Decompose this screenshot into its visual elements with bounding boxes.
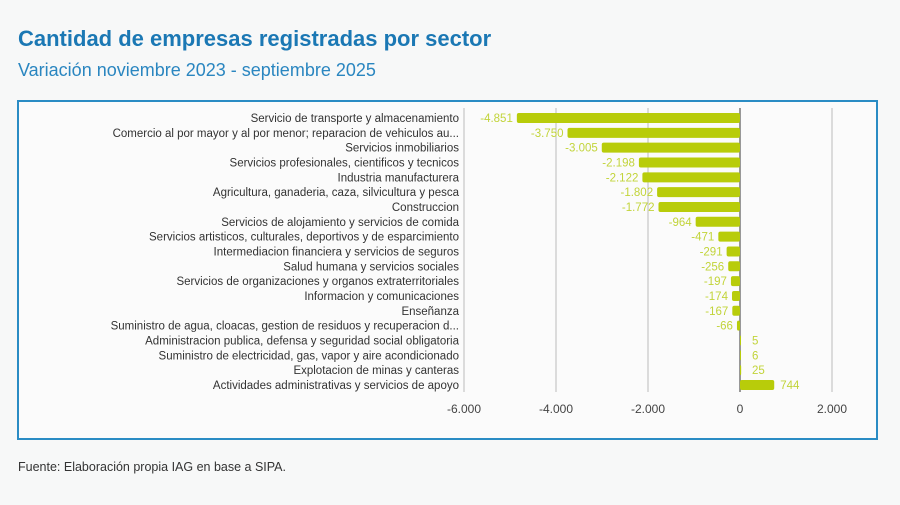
chart-title: Cantidad de empresas registradas por sec… bbox=[18, 26, 492, 51]
data-label: -197 bbox=[704, 276, 727, 288]
category-label: Informacion y comunicaciones bbox=[304, 291, 459, 303]
bar bbox=[638, 157, 740, 168]
category-label: Servicios de organizaciones y organos ex… bbox=[176, 276, 459, 288]
data-label: -3.005 bbox=[565, 143, 598, 155]
bar bbox=[730, 276, 740, 287]
data-label: 744 bbox=[780, 380, 800, 392]
bar bbox=[728, 261, 740, 272]
data-label: -167 bbox=[705, 306, 728, 318]
category-label: Servicios inmobiliarios bbox=[345, 143, 459, 155]
x-tick-label: 2.000 bbox=[817, 402, 847, 416]
bar bbox=[657, 187, 740, 198]
bar bbox=[567, 127, 740, 138]
data-label: -4.851 bbox=[480, 113, 513, 125]
chart-subtitle: Variación noviembre 2023 - septiembre 20… bbox=[18, 60, 376, 80]
bar bbox=[726, 246, 740, 257]
bar bbox=[695, 216, 740, 227]
data-label: -174 bbox=[705, 291, 729, 303]
data-label: 6 bbox=[752, 350, 758, 362]
category-label: Explotacion de minas y canteras bbox=[293, 365, 459, 377]
data-label: -964 bbox=[669, 217, 693, 229]
x-tick-label: -4.000 bbox=[539, 402, 573, 416]
category-label: Construccion bbox=[392, 202, 459, 214]
chart-frame: -6.000 -4.000 -2.000 0 2.000 Servicio de tran… bbox=[17, 100, 878, 440]
category-label: Servicios artisticos, culturales, deport… bbox=[149, 232, 459, 244]
bar bbox=[740, 365, 742, 376]
x-tick-label: 0 bbox=[737, 402, 744, 416]
category-label: Enseñanza bbox=[401, 306, 459, 318]
bar bbox=[740, 335, 741, 346]
bar bbox=[732, 305, 740, 316]
bar bbox=[740, 379, 775, 390]
bar bbox=[731, 290, 740, 301]
data-label: -256 bbox=[701, 261, 724, 273]
data-label: -2.198 bbox=[602, 157, 635, 169]
data-label: 5 bbox=[752, 335, 758, 347]
category-label: Comercio al por mayor y al por menor; re… bbox=[113, 128, 459, 140]
bar bbox=[601, 142, 740, 153]
bar bbox=[718, 231, 740, 242]
category-label: Actividades administrativas y servicios … bbox=[213, 380, 459, 392]
data-label: -2.122 bbox=[606, 172, 639, 184]
category-label: Servicios profesionales, cientificos y t… bbox=[230, 157, 460, 169]
data-label: -66 bbox=[716, 321, 733, 333]
category-label: Suministro de agua, cloacas, gestion de … bbox=[111, 321, 459, 333]
bar bbox=[740, 350, 741, 361]
data-label: -1.772 bbox=[622, 202, 655, 214]
data-label: -291 bbox=[700, 246, 723, 258]
category-label: Agricultura, ganaderia, caza, silvicultu… bbox=[213, 187, 460, 199]
category-label: Administracion publica, defensa y seguri… bbox=[145, 335, 459, 347]
category-label: Salud humana y servicios sociales bbox=[283, 261, 459, 273]
category-label: Servicios de alojamiento y servicios de … bbox=[221, 217, 459, 229]
x-tick-label: -6.000 bbox=[447, 402, 481, 416]
bar bbox=[516, 113, 740, 123]
category-label: Industria manufacturera bbox=[338, 172, 460, 184]
data-label: -1.802 bbox=[620, 187, 653, 199]
x-tick-label: -2.000 bbox=[631, 402, 665, 416]
bar bbox=[642, 172, 740, 183]
data-label: -3.750 bbox=[531, 128, 564, 140]
data-label: -471 bbox=[691, 232, 714, 244]
bar bbox=[736, 320, 740, 331]
source-note: Fuente: Elaboración propia IAG en base a… bbox=[18, 460, 286, 474]
bar bbox=[658, 201, 740, 212]
category-label: Servicio de transporte y almacenamiento bbox=[251, 113, 459, 125]
category-label: Intermediacion financiera y servicios de… bbox=[214, 246, 460, 258]
bar-chart: -6.000 -4.000 -2.000 0 2.000 Servicio de tran… bbox=[111, 108, 847, 416]
data-label: 25 bbox=[752, 365, 765, 377]
category-label: Suministro de electricidad, gas, vapor y… bbox=[159, 350, 459, 362]
